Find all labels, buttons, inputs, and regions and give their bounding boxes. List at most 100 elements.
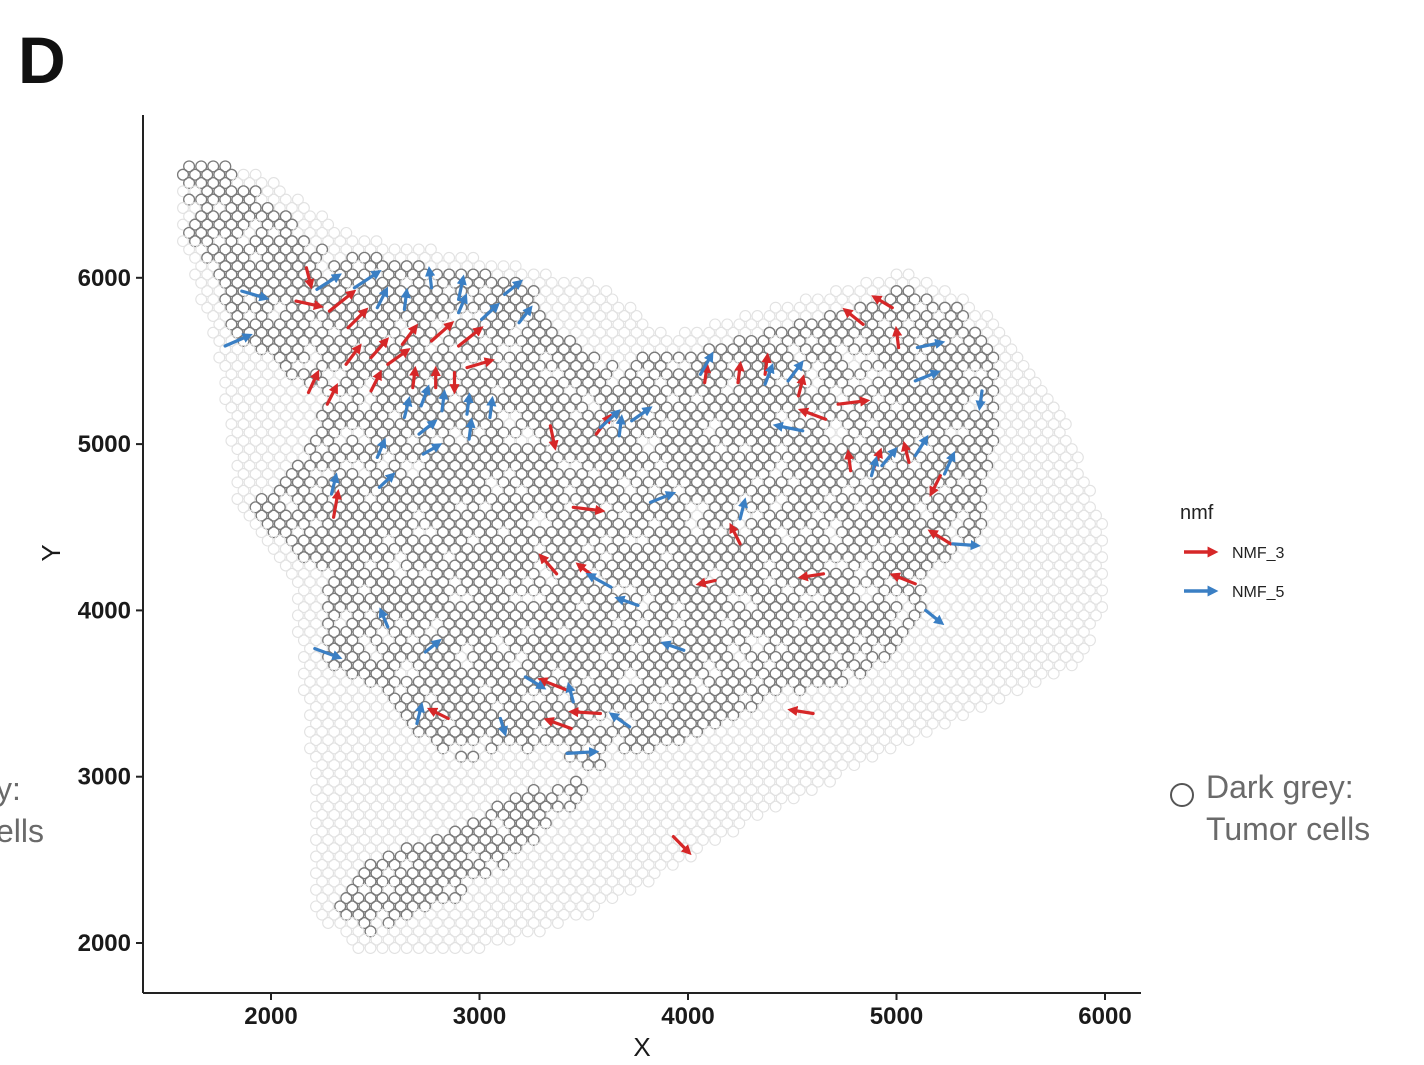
tumor-spot [739, 459, 752, 472]
tumor-spot [848, 326, 861, 339]
tumor-spot [636, 567, 649, 580]
tumor-spot [703, 542, 716, 555]
tumor-spot [950, 384, 964, 397]
spot [564, 285, 576, 298]
tumor-spot [382, 667, 395, 680]
spot [987, 634, 1000, 647]
spot [201, 285, 214, 298]
spot [364, 808, 377, 821]
arrow-nmf-5 [463, 392, 474, 416]
spot [473, 892, 486, 905]
tumor-spot [666, 443, 679, 456]
tumor-spot [648, 351, 661, 364]
spot [503, 750, 516, 763]
spot [811, 709, 824, 722]
tumor-spot [799, 343, 812, 356]
spot [830, 285, 842, 298]
tumor-spot [624, 467, 637, 481]
spot [866, 734, 879, 747]
tumor-spot [987, 384, 1000, 397]
spot [503, 767, 516, 780]
tumor-spot [618, 559, 631, 572]
tumor-spot [805, 534, 818, 547]
spot [334, 684, 347, 697]
tumor-spot [521, 659, 534, 672]
spot [926, 584, 939, 597]
tumor-spot [521, 359, 534, 372]
tumor-spot [811, 443, 824, 456]
spot [225, 401, 238, 414]
tumor-spot [358, 418, 371, 431]
spot [473, 808, 486, 821]
tumor-spot [388, 592, 401, 605]
tumor-spot [412, 476, 425, 489]
spot [400, 459, 413, 472]
spot [437, 908, 449, 921]
spot [285, 551, 298, 564]
spot [600, 651, 613, 663]
tumor-spot [388, 309, 401, 323]
spot [1059, 468, 1072, 480]
spot [243, 426, 256, 439]
spot [382, 784, 395, 796]
tumor-spot [273, 318, 286, 331]
spot [370, 933, 383, 946]
spot [437, 808, 449, 821]
tumor-spot [509, 725, 522, 738]
spot [824, 426, 836, 439]
tumor-spot [956, 409, 970, 422]
tumor-spot [291, 293, 304, 306]
spot [1023, 451, 1036, 464]
spot [775, 526, 788, 539]
spot [400, 243, 413, 256]
tumor-spot [455, 867, 468, 880]
spot [999, 601, 1012, 614]
tumor-spot [721, 601, 734, 614]
tumor-spot [854, 467, 867, 481]
arrow-nmf-5 [786, 360, 804, 383]
spot [932, 626, 945, 638]
tumor-spot [406, 650, 419, 664]
tumor-spot [799, 659, 812, 672]
tumor-spot [817, 650, 830, 664]
tumor-spot [418, 434, 431, 447]
tumor-spot [956, 326, 970, 339]
spot [328, 775, 341, 788]
spot [443, 817, 456, 830]
spot [1096, 534, 1109, 547]
tumor-spot [672, 384, 685, 397]
spot [709, 817, 722, 830]
tumor-spot [334, 584, 347, 597]
spot [364, 825, 377, 838]
spot [485, 260, 498, 273]
spot [576, 850, 589, 863]
tumor-spot [866, 567, 879, 580]
tumor-spot [346, 467, 359, 481]
spot [545, 875, 558, 888]
tumor-spot [594, 659, 607, 672]
tumor-spot [721, 401, 734, 414]
tumor-spot [485, 542, 498, 555]
spot [957, 509, 969, 522]
tumor-spot [545, 592, 558, 605]
spot [370, 767, 383, 780]
tumor-spot [418, 883, 431, 896]
tumor-spot [406, 301, 419, 314]
spot [491, 900, 504, 913]
tumor-spot [606, 426, 619, 439]
spot [291, 609, 304, 622]
tumor-spot [582, 426, 595, 439]
tumor-spot [890, 584, 903, 597]
tumor-spot [938, 401, 951, 414]
tumor-spot [382, 584, 395, 597]
tumor-spot [207, 243, 220, 256]
spot [600, 534, 613, 547]
tumor-spot [539, 534, 552, 547]
spot [648, 700, 661, 713]
tumor-spot [799, 559, 812, 572]
tumor-spot [763, 426, 776, 439]
spot [322, 734, 335, 747]
spot [564, 767, 576, 780]
spot [424, 792, 437, 805]
spot [811, 692, 824, 705]
